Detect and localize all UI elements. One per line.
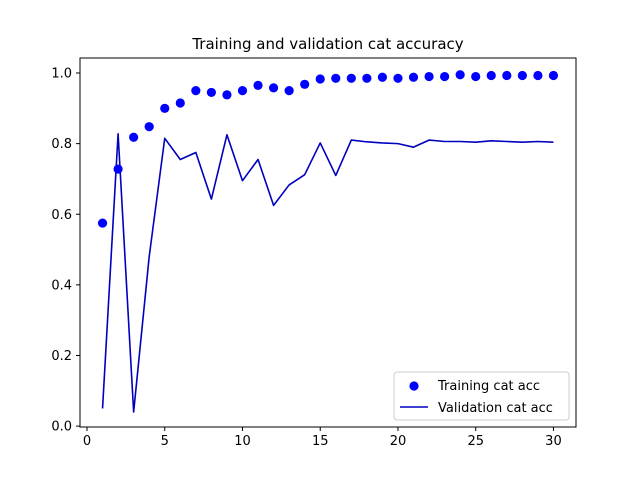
- training-point: [486, 70, 496, 81]
- x-tick-label: 10: [234, 434, 251, 449]
- x-tick-label: 30: [545, 434, 562, 449]
- training-point: [206, 87, 216, 98]
- x-tick-label: 5: [161, 434, 169, 449]
- legend-label-training: Training cat acc: [437, 379, 540, 394]
- legend-label-validation: Validation cat acc: [438, 401, 553, 416]
- y-tick-label: 0.6: [51, 208, 72, 223]
- training-point: [377, 72, 388, 82]
- training-point: [191, 86, 201, 96]
- x-tick-label: 20: [390, 434, 407, 449]
- validation-series-line: [101, 132, 554, 413]
- training-point: [175, 98, 185, 108]
- chart-title: Training and validation cat accuracy: [191, 35, 463, 53]
- y-tick-label: 0.2: [51, 349, 72, 364]
- y-tick-label: 0.4: [51, 278, 72, 293]
- training-point: [346, 73, 356, 83]
- y-tick-label: 1.0: [51, 67, 72, 82]
- training-point: [471, 71, 481, 82]
- training-point: [362, 73, 372, 83]
- training-point: [502, 70, 512, 81]
- training-point: [300, 79, 310, 89]
- y-tick-label: 0.0: [51, 420, 72, 435]
- training-point: [393, 73, 403, 83]
- x-tick-label: 0: [83, 434, 91, 449]
- training-point: [315, 74, 325, 84]
- training-point: [284, 86, 294, 96]
- training-point: [440, 71, 450, 82]
- y-tick-label: 0.8: [51, 137, 72, 152]
- training-point: [408, 72, 419, 82]
- training-point: [424, 71, 434, 82]
- training-point: [113, 164, 123, 174]
- plot-area: 0 5 10 15 20 25 30 0.0 0.2 0.4 0.6 0.8 1.0 Training c…: [51, 57, 577, 449]
- training-point: [517, 70, 527, 81]
- training-point: [268, 83, 279, 93]
- training-point: [548, 70, 559, 81]
- training-point: [253, 80, 263, 90]
- training-point: [331, 73, 341, 83]
- legend-box: [393, 371, 570, 421]
- training-point: [144, 122, 154, 132]
- training-point: [129, 132, 139, 142]
- training-point: [455, 70, 465, 80]
- training-point: [222, 90, 232, 100]
- training-point: [237, 86, 248, 96]
- x-tick-label: 25: [467, 434, 484, 449]
- training-point: [533, 70, 543, 81]
- x-tick-label: 15: [312, 434, 329, 449]
- training-point: [97, 218, 108, 228]
- legend-marker-training: [409, 381, 419, 391]
- axes-frame: [79, 57, 577, 428]
- training-point: [160, 103, 170, 113]
